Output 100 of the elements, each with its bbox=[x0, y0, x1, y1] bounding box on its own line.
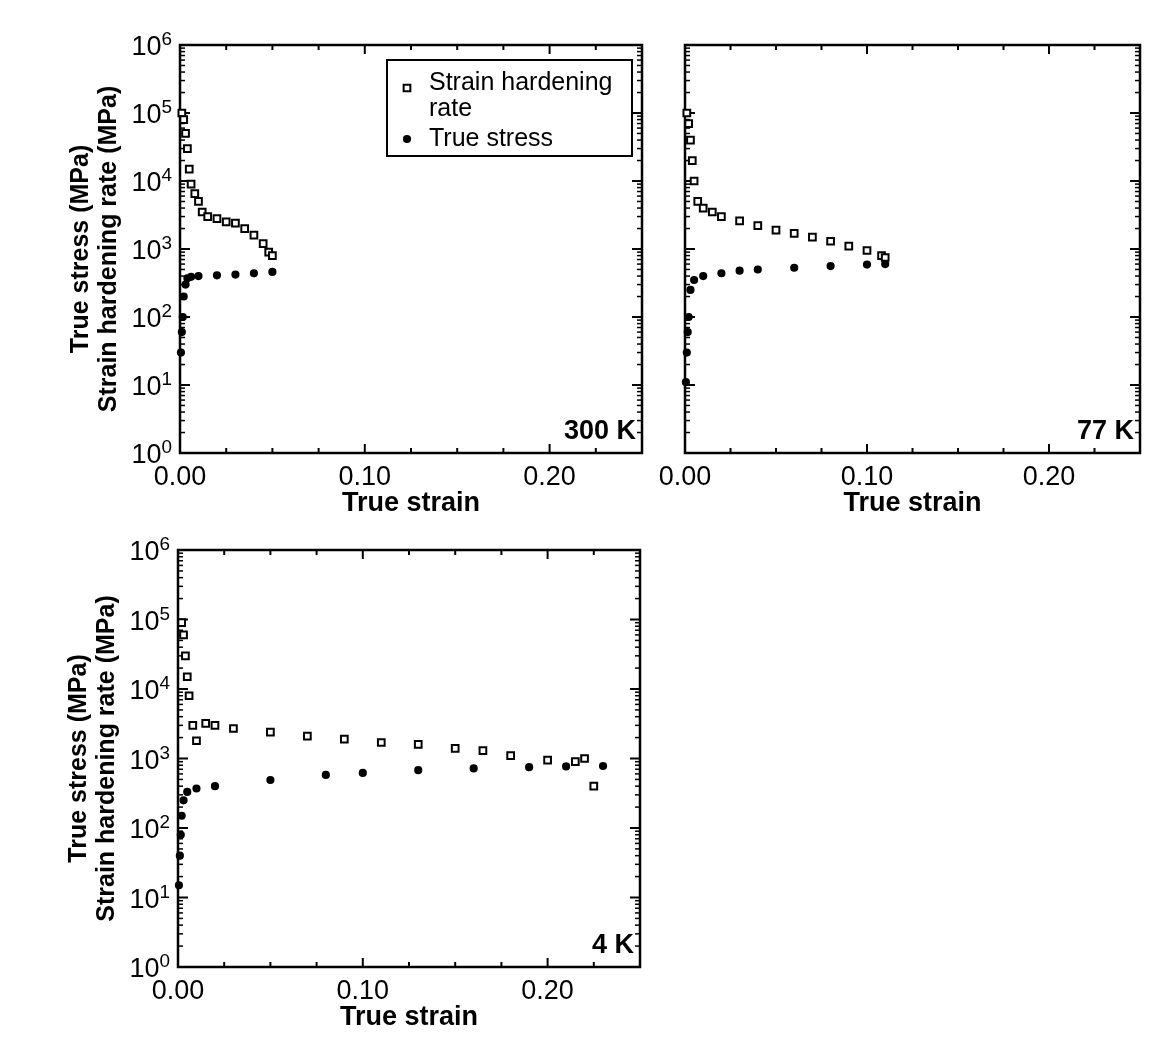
point bbox=[210, 720, 220, 730]
point bbox=[698, 203, 708, 213]
y-tick-label: 10$^{1}$ bbox=[131, 367, 172, 401]
point bbox=[589, 781, 599, 791]
point bbox=[862, 260, 872, 269]
legend-label: True stress bbox=[429, 123, 554, 151]
point bbox=[376, 738, 386, 747]
y-tick-label: 10$^{2}$ bbox=[129, 810, 170, 844]
point bbox=[210, 782, 220, 791]
point bbox=[844, 241, 854, 251]
point bbox=[358, 768, 367, 778]
point bbox=[414, 766, 423, 775]
point bbox=[183, 787, 192, 797]
point bbox=[181, 280, 190, 289]
annotation: 77 K bbox=[1076, 415, 1135, 445]
point bbox=[826, 236, 835, 246]
point bbox=[181, 129, 190, 138]
point bbox=[183, 144, 192, 153]
legend-label: Strain hardening rate bbox=[429, 67, 613, 121]
point bbox=[266, 775, 275, 785]
point bbox=[179, 796, 188, 805]
y-tick-label: 10$^{6}$ bbox=[131, 27, 172, 61]
point bbox=[881, 260, 890, 269]
point bbox=[687, 156, 697, 165]
point bbox=[686, 285, 695, 295]
point bbox=[268, 251, 277, 260]
point bbox=[178, 312, 187, 322]
point bbox=[194, 197, 203, 206]
point bbox=[194, 271, 203, 281]
point bbox=[753, 221, 763, 231]
point bbox=[249, 269, 259, 278]
y-axis-title: True stress (MPa) Strain hardening rate (MPa) bbox=[63, 595, 119, 922]
point bbox=[690, 275, 699, 285]
point bbox=[598, 761, 608, 771]
point bbox=[192, 784, 201, 793]
point bbox=[450, 743, 460, 753]
point bbox=[478, 746, 488, 755]
y-tick-label: 10$^{4}$ bbox=[129, 671, 170, 705]
x-tick-label: 0.00 bbox=[658, 461, 712, 491]
x-tick-label: 0.20 bbox=[523, 461, 576, 491]
point bbox=[339, 734, 349, 744]
point bbox=[707, 207, 717, 217]
y-tick-label: 10$^{4}$ bbox=[131, 163, 172, 197]
point bbox=[179, 630, 188, 640]
point bbox=[181, 651, 190, 661]
x-tick-label: 0.20 bbox=[521, 975, 574, 1005]
point bbox=[184, 691, 194, 701]
point bbox=[753, 265, 762, 274]
point bbox=[686, 135, 695, 145]
y-tick-label: 10$^{3}$ bbox=[131, 231, 172, 265]
point bbox=[693, 197, 703, 206]
point bbox=[525, 763, 534, 772]
point bbox=[190, 189, 200, 199]
point bbox=[735, 266, 744, 275]
point bbox=[413, 739, 423, 749]
point bbox=[699, 271, 708, 281]
point bbox=[212, 214, 222, 223]
point bbox=[321, 770, 330, 780]
point bbox=[506, 751, 515, 760]
point bbox=[790, 263, 799, 272]
point bbox=[203, 212, 213, 221]
point bbox=[580, 754, 589, 763]
point bbox=[201, 719, 211, 728]
point bbox=[187, 272, 196, 281]
point bbox=[266, 727, 275, 737]
y-tick-label: 10$^{5}$ bbox=[129, 602, 170, 636]
annotation: 4 K bbox=[591, 929, 635, 959]
point bbox=[188, 720, 198, 730]
point bbox=[229, 724, 238, 733]
point bbox=[231, 270, 240, 279]
point bbox=[682, 108, 692, 118]
y-tick-label: 10$^{1}$ bbox=[129, 880, 170, 914]
point bbox=[862, 246, 872, 255]
x-tick-label: 0.20 bbox=[1022, 461, 1076, 491]
y-tick-label: 10$^{3}$ bbox=[129, 741, 170, 775]
point bbox=[182, 672, 192, 682]
point bbox=[231, 218, 240, 228]
point bbox=[258, 239, 268, 248]
point bbox=[717, 269, 726, 278]
point bbox=[221, 217, 231, 227]
point bbox=[240, 224, 250, 233]
point bbox=[469, 764, 478, 773]
point bbox=[717, 212, 726, 221]
point bbox=[174, 881, 184, 890]
point bbox=[735, 216, 744, 226]
point bbox=[683, 328, 692, 337]
point bbox=[303, 731, 312, 741]
annotation: 300 K bbox=[563, 415, 637, 445]
point bbox=[808, 232, 817, 242]
point bbox=[176, 830, 185, 839]
point bbox=[826, 262, 835, 271]
y-tick-label: 10$^{6}$ bbox=[129, 532, 170, 566]
point bbox=[177, 328, 186, 337]
point bbox=[192, 736, 201, 746]
point bbox=[570, 757, 580, 767]
point bbox=[789, 228, 799, 238]
point bbox=[561, 762, 571, 771]
point bbox=[543, 755, 552, 765]
point bbox=[268, 267, 277, 277]
point bbox=[184, 164, 194, 174]
